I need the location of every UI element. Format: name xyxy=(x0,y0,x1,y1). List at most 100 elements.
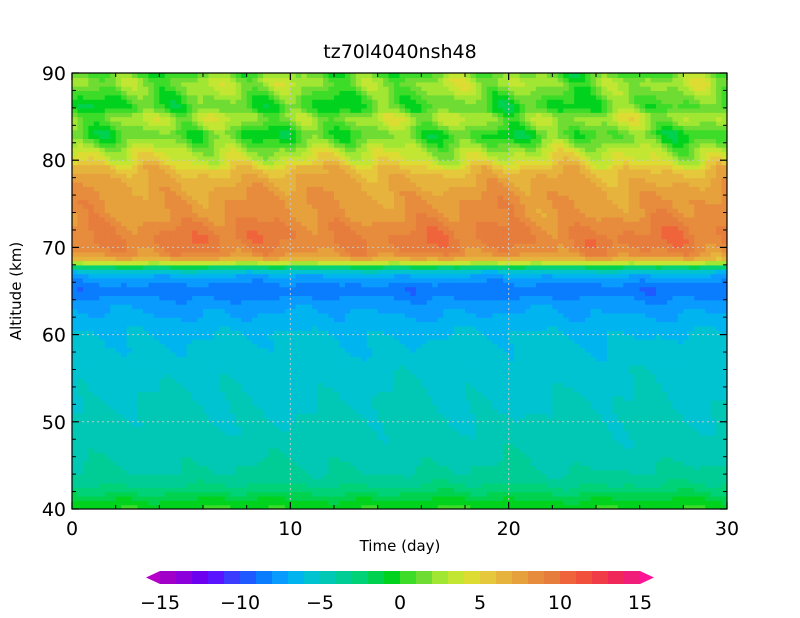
heatmap-cell xyxy=(541,378,548,384)
heatmap-cell xyxy=(361,500,368,506)
heatmap-cell xyxy=(263,400,270,405)
heatmap-cell xyxy=(410,426,417,432)
heatmap-cell xyxy=(596,474,603,480)
heatmap-cell xyxy=(514,330,521,336)
heatmap-cell xyxy=(170,443,177,449)
heatmap-cell xyxy=(514,413,521,419)
heatmap-cell xyxy=(290,325,297,331)
heatmap-cell xyxy=(121,421,128,427)
heatmap-cell xyxy=(585,386,592,392)
heatmap-cell xyxy=(634,487,641,493)
heatmap-cell xyxy=(710,447,717,453)
heatmap-cell xyxy=(361,465,368,471)
heatmap-cell xyxy=(93,487,100,493)
heatmap-cell xyxy=(110,495,117,501)
heatmap-cell xyxy=(224,400,231,405)
heatmap-cell xyxy=(197,356,204,362)
heatmap-cell xyxy=(677,395,684,401)
heatmap-cell xyxy=(388,400,395,405)
heatmap-cell xyxy=(148,347,155,353)
heatmap-cell xyxy=(459,456,466,462)
heatmap-cell xyxy=(596,456,603,462)
heatmap-cell xyxy=(110,443,117,449)
heatmap-cell xyxy=(721,495,727,501)
heatmap-cell xyxy=(492,343,499,349)
heatmap-cell xyxy=(683,343,690,349)
heatmap-cell xyxy=(475,352,482,357)
heatmap-cell xyxy=(590,487,597,493)
heatmap-cell xyxy=(366,482,373,488)
heatmap-cell xyxy=(666,461,674,466)
heatmap-cell xyxy=(481,334,488,340)
heatmap-cell xyxy=(263,365,270,371)
heatmap-cell xyxy=(388,439,395,445)
heatmap-cell xyxy=(197,338,204,344)
heatmap-cell xyxy=(404,391,412,397)
heatmap-cell xyxy=(306,461,313,466)
heatmap-cell xyxy=(394,408,401,414)
heatmap-cell xyxy=(339,330,346,336)
heatmap-cell xyxy=(328,386,335,392)
heatmap-cell xyxy=(486,443,493,449)
heatmap-cell xyxy=(175,439,182,445)
heatmap-cell xyxy=(683,400,690,405)
heatmap-cell xyxy=(530,391,537,397)
heatmap-cell xyxy=(579,500,586,506)
heatmap-cell xyxy=(306,325,313,331)
heatmap-cell xyxy=(344,434,351,440)
heatmap-cell xyxy=(115,482,122,488)
heatmap-cell xyxy=(666,391,674,397)
heatmap-cell xyxy=(350,430,357,436)
heatmap-cell xyxy=(279,465,286,471)
heatmap-cell xyxy=(508,491,515,497)
heatmap-cell xyxy=(246,391,253,397)
heatmap-cell xyxy=(252,487,259,493)
heatmap-cell xyxy=(677,443,684,449)
heatmap-cell xyxy=(426,378,433,384)
heatmap-cell xyxy=(82,417,89,423)
heatmap-cell xyxy=(699,330,706,336)
heatmap-cell xyxy=(279,365,286,371)
heatmap-cell xyxy=(688,456,695,462)
heatmap-cell xyxy=(421,378,428,384)
heatmap-cell xyxy=(421,356,428,362)
heatmap-cell xyxy=(497,474,504,480)
heatmap-cell xyxy=(181,487,188,493)
heatmap-cell xyxy=(514,452,521,458)
heatmap-cell xyxy=(192,365,199,371)
heatmap-cell xyxy=(366,347,373,353)
heatmap-cell xyxy=(677,482,684,488)
heatmap-cell xyxy=(104,456,111,462)
heatmap-cell xyxy=(535,465,543,471)
heatmap-cell xyxy=(448,338,455,344)
heatmap-cell xyxy=(164,391,171,397)
heatmap-cell xyxy=(137,443,144,449)
heatmap-cell xyxy=(252,500,259,506)
heatmap-cell xyxy=(666,343,674,349)
heatmap-cell xyxy=(415,386,422,392)
heatmap-cell xyxy=(121,338,128,344)
heatmap-cell xyxy=(546,330,553,336)
heatmap-cell xyxy=(661,426,668,432)
heatmap-cell xyxy=(628,365,635,371)
heatmap-cell xyxy=(596,386,603,392)
heatmap-cell xyxy=(197,395,204,401)
heatmap-cell xyxy=(628,495,635,501)
heatmap-cell xyxy=(104,434,111,440)
heatmap-cell xyxy=(448,461,455,466)
heatmap-cell xyxy=(284,500,291,506)
heatmap-cell xyxy=(344,500,351,506)
heatmap-cell xyxy=(683,369,690,375)
heatmap-cell xyxy=(596,491,603,497)
heatmap-cell xyxy=(574,465,581,471)
heatmap-cell xyxy=(219,330,226,336)
heatmap-cell xyxy=(596,373,603,379)
heatmap-cell xyxy=(88,474,95,480)
heatmap-cell xyxy=(344,426,351,432)
heatmap-cell xyxy=(579,356,586,362)
heatmap-cell xyxy=(585,426,592,432)
heatmap-cell xyxy=(388,382,395,388)
heatmap-cell xyxy=(503,426,510,432)
heatmap-cell xyxy=(454,382,461,388)
heatmap-cell xyxy=(235,378,242,384)
